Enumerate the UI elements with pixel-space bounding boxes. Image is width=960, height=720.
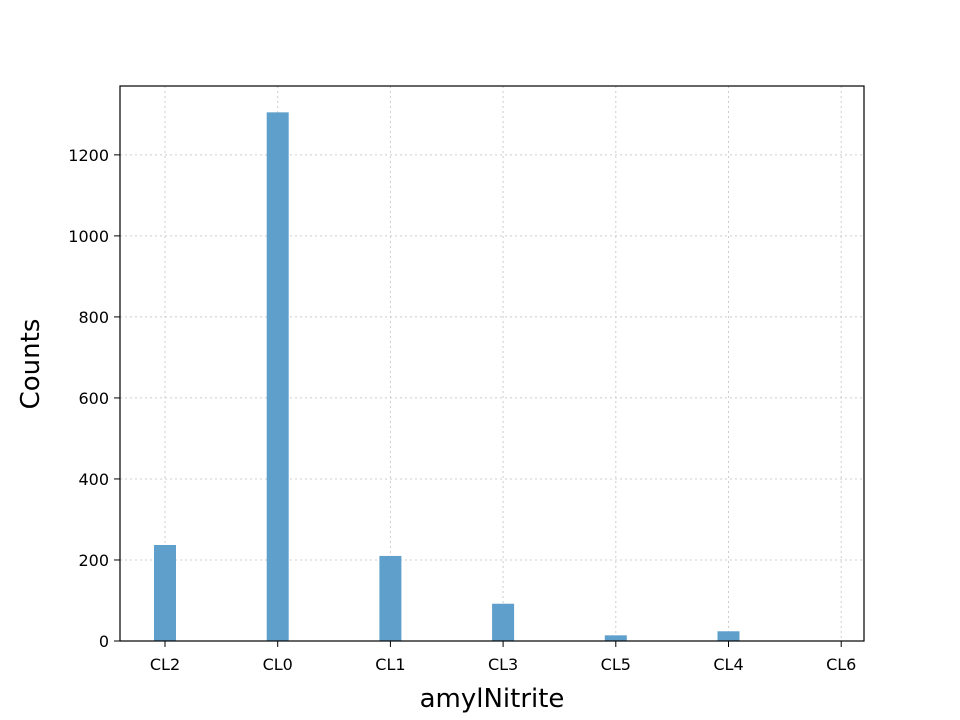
y-tick-label: 1000 xyxy=(68,227,109,246)
y-tick-label: 1200 xyxy=(68,146,109,165)
y-tick-label: 800 xyxy=(78,308,109,327)
bar-cl5 xyxy=(604,635,627,641)
y-axis-ticks: 0 200 400 600 800 1000 1200 xyxy=(68,146,120,651)
x-axis-ticks: CL2 CL0 CL1 CL3 CL5 CL4 CL6 xyxy=(150,641,856,674)
bar-cl1 xyxy=(379,555,402,641)
y-tick-label: 400 xyxy=(78,470,109,489)
y-tick-label: 600 xyxy=(78,389,109,408)
x-tick-label: CL3 xyxy=(488,655,518,674)
x-tick-label: CL2 xyxy=(150,655,180,674)
y-tick-label: 200 xyxy=(78,551,109,570)
x-tick-label: CL1 xyxy=(375,655,405,674)
bar-cl2 xyxy=(154,544,176,641)
bar-cl4 xyxy=(717,631,740,641)
x-tick-label: CL5 xyxy=(601,655,631,674)
x-axis-label: amylNitrite xyxy=(420,684,565,714)
grid-lines xyxy=(120,86,864,642)
x-tick-label: CL6 xyxy=(826,655,856,674)
bar-cl0 xyxy=(266,112,289,642)
plot-frame xyxy=(119,85,865,642)
x-tick-label: CL4 xyxy=(713,655,743,674)
y-axis-label: Counts xyxy=(16,319,46,410)
x-tick-label: CL0 xyxy=(263,655,293,674)
bars xyxy=(154,112,740,642)
y-tick-label: 0 xyxy=(99,632,109,651)
bar-cl3 xyxy=(492,603,515,641)
